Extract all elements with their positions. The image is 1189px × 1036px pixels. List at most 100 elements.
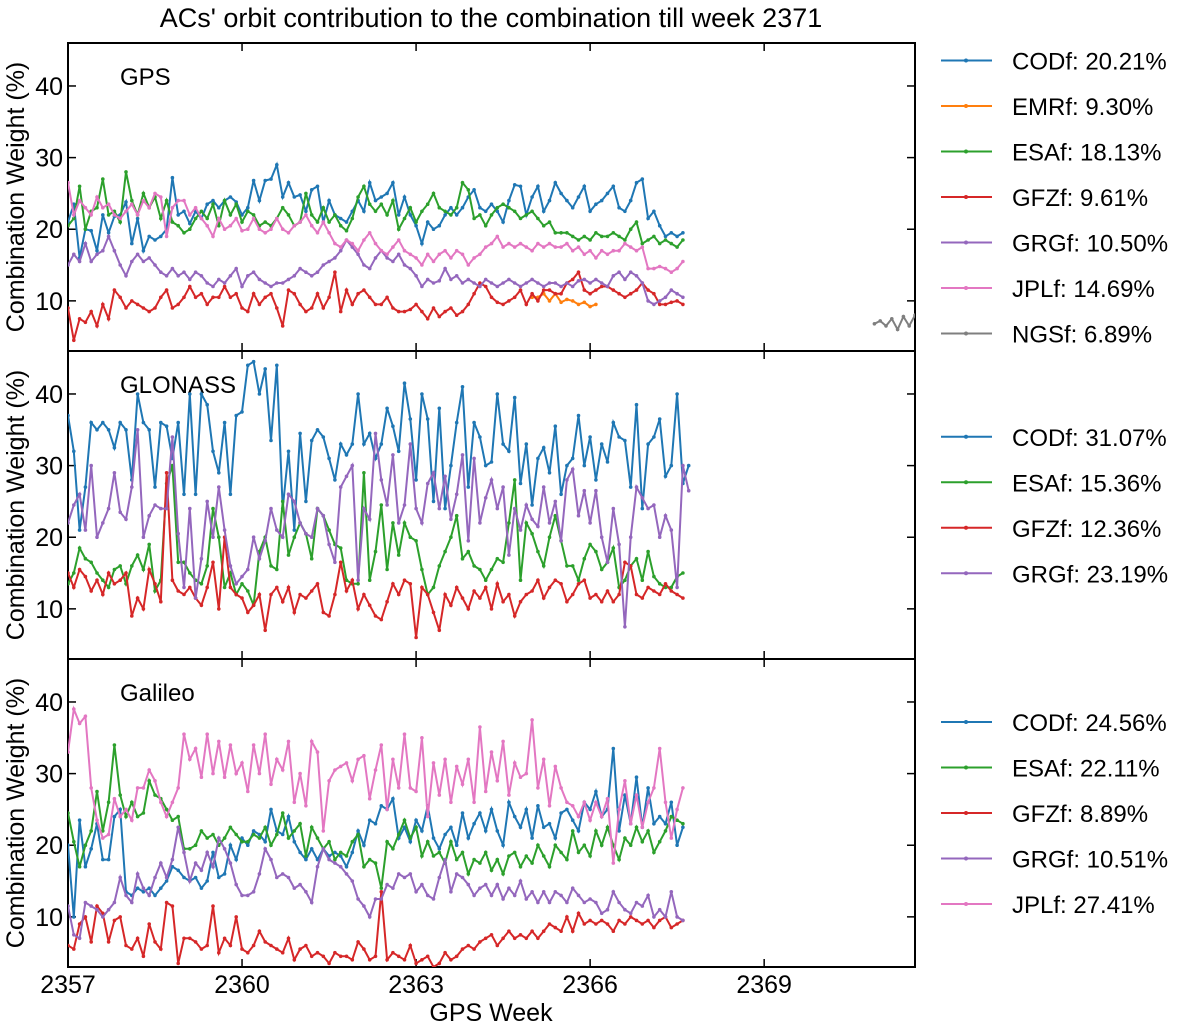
- data-point: [89, 786, 93, 790]
- data-point: [588, 807, 592, 812]
- data-point: [95, 195, 99, 199]
- data-point: [559, 284, 563, 289]
- data-point: [669, 300, 674, 305]
- data-point: [350, 442, 355, 446]
- legend-item-esaf: ESAf: 18.13%: [941, 140, 1161, 167]
- data-point: [454, 872, 459, 876]
- data-point: [483, 245, 488, 249]
- data-point: [431, 585, 436, 590]
- data-point: [193, 746, 198, 751]
- data-point: [135, 428, 140, 432]
- data-point: [118, 420, 122, 425]
- data-point: [263, 732, 268, 736]
- data-point: [657, 223, 662, 228]
- data-point: [425, 252, 430, 257]
- data-point: [304, 270, 308, 275]
- data-point: [338, 309, 343, 314]
- data-point: [280, 205, 285, 210]
- y-tick-label: 10: [35, 288, 63, 316]
- legend-marker: [964, 331, 968, 336]
- data-point: [623, 779, 627, 783]
- data-point: [333, 950, 337, 955]
- data-point: [501, 936, 505, 941]
- data-point: [437, 850, 442, 855]
- data-point: [478, 213, 482, 217]
- data-point: [373, 198, 378, 203]
- data-point: [420, 209, 424, 214]
- data-point: [124, 428, 128, 432]
- data-point: [634, 402, 639, 407]
- data-point: [217, 739, 221, 744]
- data-point: [588, 281, 592, 285]
- data-point: [391, 582, 395, 586]
- data-point: [199, 868, 204, 873]
- data-point: [95, 428, 99, 432]
- data-point: [669, 270, 674, 275]
- data-point: [164, 274, 169, 278]
- data-point: [541, 854, 546, 858]
- data-point: [379, 897, 384, 901]
- data-point: [489, 933, 494, 937]
- data-point: [396, 521, 401, 525]
- data-point: [350, 850, 355, 855]
- data-point: [333, 592, 337, 597]
- data-point: [478, 284, 482, 289]
- data-point: [646, 829, 650, 833]
- data-point: [118, 220, 122, 224]
- data-point: [599, 442, 604, 446]
- data-point: [449, 890, 453, 894]
- data-point: [234, 832, 238, 837]
- data-point: [141, 607, 146, 611]
- data-point: [176, 786, 180, 790]
- data-point: [675, 922, 679, 926]
- legend-label: JPLf: 27.41%: [1012, 892, 1155, 919]
- data-point: [617, 807, 621, 812]
- data-point: [176, 560, 180, 565]
- data-point: [623, 922, 627, 926]
- data-point: [130, 947, 134, 951]
- data-point: [483, 223, 488, 228]
- data-point: [164, 288, 169, 292]
- data-point: [199, 829, 204, 833]
- data-point: [594, 789, 598, 794]
- data-point: [321, 954, 326, 959]
- data-point: [524, 213, 529, 217]
- data-point: [118, 564, 122, 568]
- data-point: [565, 800, 569, 805]
- data-point: [338, 485, 343, 489]
- data-point: [483, 829, 488, 833]
- data-point: [147, 256, 151, 260]
- legend-marker: [964, 811, 968, 815]
- data-point: [315, 428, 320, 432]
- data-point: [536, 456, 540, 461]
- data-point: [338, 764, 343, 769]
- data-point: [524, 854, 529, 858]
- data-point: [449, 256, 453, 260]
- data-point: [211, 449, 215, 454]
- data-point: [199, 216, 204, 221]
- data-point: [669, 800, 674, 805]
- data-point: [599, 248, 604, 253]
- data-point: [217, 950, 221, 955]
- data-point: [68, 943, 70, 948]
- data-point: [524, 302, 529, 307]
- data-point: [77, 721, 82, 726]
- data-point: [478, 940, 482, 944]
- data-point: [599, 535, 604, 539]
- data-point: [240, 596, 244, 600]
- data-point: [634, 180, 639, 185]
- data-point: [565, 599, 569, 604]
- legend-marker: [964, 525, 968, 530]
- data-point: [321, 306, 326, 310]
- data-point: [72, 449, 76, 454]
- data-point: [547, 922, 552, 926]
- data-point: [135, 872, 140, 876]
- data-point: [222, 872, 227, 876]
- data-point: [599, 567, 604, 572]
- data-point: [199, 603, 204, 608]
- legend-marker: [964, 902, 968, 906]
- data-point: [565, 241, 569, 246]
- data-point: [454, 274, 459, 278]
- data-point: [454, 585, 459, 590]
- data-point: [147, 768, 151, 772]
